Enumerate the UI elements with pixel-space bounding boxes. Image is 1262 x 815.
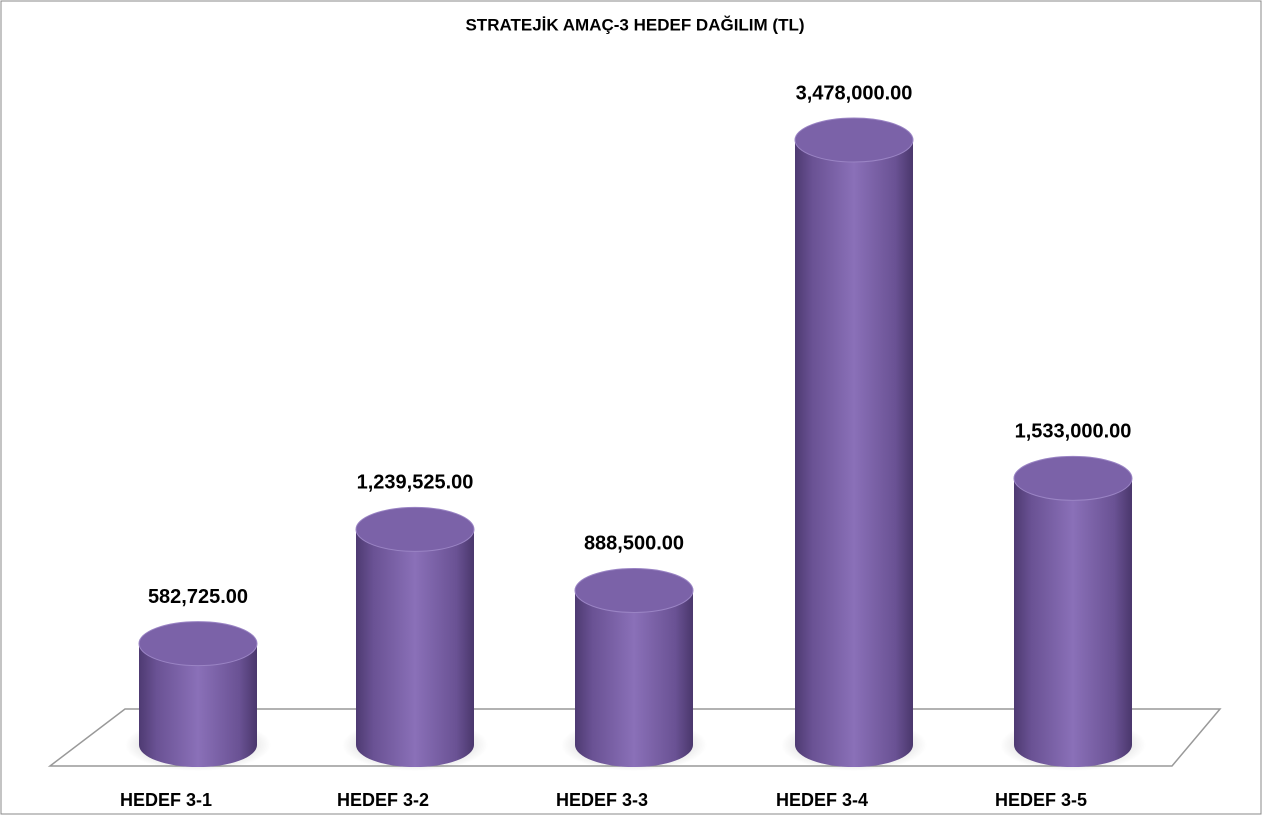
x-tick-label: HEDEF 3-2 <box>337 790 429 810</box>
bar-top <box>355 506 475 552</box>
x-tick-label: HEDEF 3-4 <box>776 790 868 810</box>
bar-top <box>794 117 914 163</box>
bar-top <box>574 567 694 613</box>
bar <box>139 643 257 767</box>
value-label: 582,725.00 <box>148 586 248 608</box>
value-label: 888,500.00 <box>584 533 684 555</box>
bar <box>795 140 913 767</box>
value-label: 1,533,000.00 <box>1015 421 1132 443</box>
bar <box>575 590 693 767</box>
value-label: 3,478,000.00 <box>796 82 913 104</box>
x-tick-label: HEDEF 3-3 <box>556 790 648 810</box>
bar-top <box>138 621 258 667</box>
value-label: 1,239,525.00 <box>357 472 474 494</box>
bar <box>1014 478 1132 767</box>
x-tick-label: HEDEF 3-1 <box>120 790 212 810</box>
floor <box>47 708 1222 767</box>
bar-top <box>1013 455 1133 501</box>
bar <box>356 529 474 767</box>
chart-title: STRATEJİK AMAÇ-3 HEDEF DAĞILIM (TL) <box>465 15 804 34</box>
x-tick-label: HEDEF 3-5 <box>995 790 1087 810</box>
